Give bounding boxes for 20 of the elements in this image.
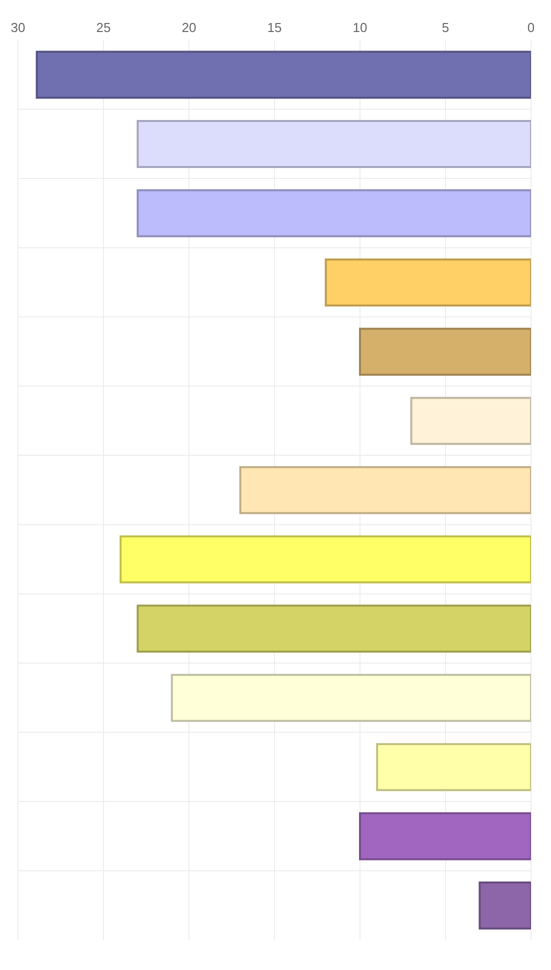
bar — [136, 120, 531, 168]
x-tick-label: 10 — [352, 20, 368, 35]
x-tick-label: 5 — [442, 20, 450, 35]
bar — [239, 466, 531, 514]
bar — [410, 396, 531, 445]
bar — [170, 674, 531, 722]
bar — [376, 743, 531, 792]
x-tick-label: 20 — [182, 20, 196, 35]
bar — [36, 50, 531, 99]
bar — [136, 189, 531, 238]
x-tick-label: 15 — [267, 20, 282, 35]
bar — [359, 328, 531, 376]
bar — [324, 258, 531, 306]
x-tick-label: 25 — [96, 20, 111, 35]
x-tick-label: 0 — [527, 20, 535, 35]
x-tick-label: 30 — [10, 20, 26, 35]
bar — [136, 604, 531, 653]
bar — [120, 535, 531, 584]
bar — [359, 812, 531, 860]
bar — [478, 882, 531, 930]
